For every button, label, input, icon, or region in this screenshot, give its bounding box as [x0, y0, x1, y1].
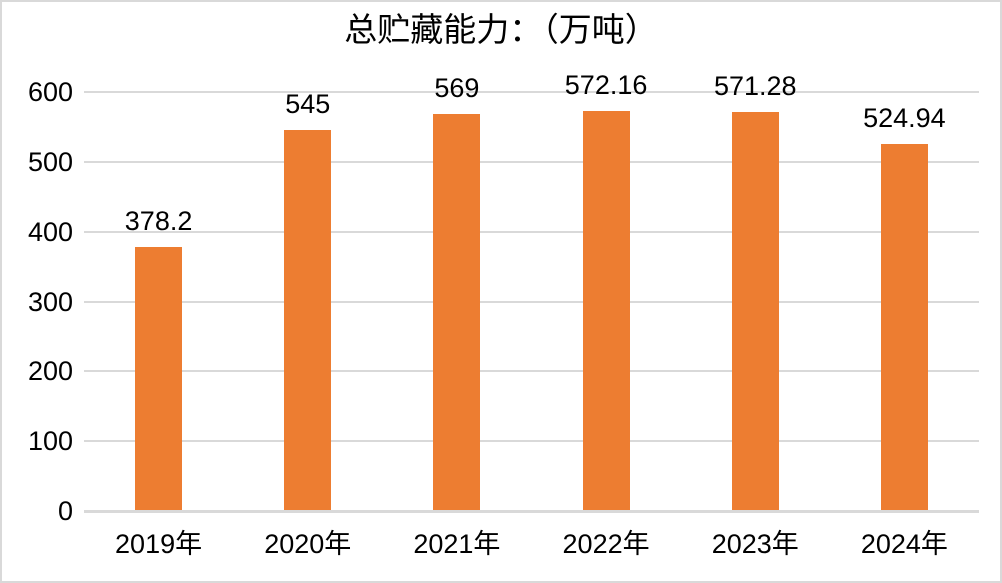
- bar-value-label: 569: [434, 72, 480, 103]
- y-axis-tick-label: 0: [57, 496, 73, 526]
- y-gridline: [84, 160, 979, 163]
- chart-title: 总贮藏能力：（万吨）: [344, 13, 658, 49]
- y-gridline: [84, 440, 979, 443]
- bar: [135, 246, 183, 511]
- bar: [284, 130, 332, 511]
- bar-value-label: 571.28: [713, 71, 797, 102]
- y-axis-tick-label: 100: [27, 426, 73, 457]
- y-gridline: [84, 91, 979, 93]
- bar-value-label: 545: [285, 89, 331, 120]
- x-axis-tick-label: 2020年: [264, 529, 352, 559]
- y-axis-tick-label: 500: [27, 146, 73, 177]
- x-axis-tick-label: 2022年: [562, 529, 650, 559]
- x-axis-tick-label: 2019年: [115, 529, 203, 559]
- y-gridline: [84, 300, 979, 303]
- bar-value-label: 378.2: [124, 205, 193, 236]
- bar: [433, 113, 481, 511]
- x-axis-line: [84, 510, 979, 513]
- x-axis-tick-label: 2024年: [860, 529, 948, 559]
- y-axis-tick-label: 200: [27, 356, 73, 387]
- bar-value-label: 572.16: [564, 70, 648, 101]
- y-axis-tick-label: 600: [27, 77, 73, 107]
- bar-value-label: 524.94: [863, 103, 946, 134]
- y-axis-tick-label: 300: [27, 286, 73, 317]
- y-gridline: [84, 230, 979, 233]
- x-axis-tick-label: 2023年: [711, 529, 799, 559]
- y-axis-tick-label: 400: [27, 216, 73, 247]
- bar: [880, 144, 928, 511]
- bar: [731, 112, 779, 511]
- y-gridline: [84, 370, 979, 373]
- x-axis-tick-label: 2021年: [413, 529, 501, 559]
- bar: [582, 111, 630, 511]
